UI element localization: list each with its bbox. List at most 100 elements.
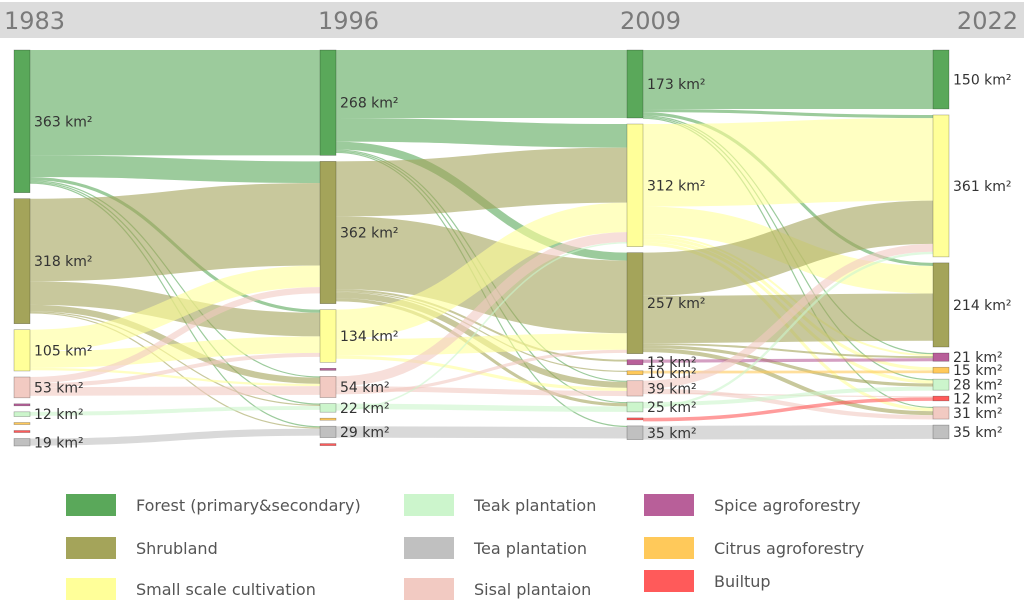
node-2009-forest — [626, 49, 644, 119]
node-value-label-2022-tea: 35 km² — [953, 425, 1003, 441]
legend-label-sisal: Sisal plantaion — [474, 580, 591, 599]
node-value-label-2022-builtup: 12 km² — [953, 392, 1003, 408]
flow-1983-shrub-to-shrub — [29, 182, 321, 282]
flow-2009-sisal-to-sisal — [642, 388, 934, 420]
flow-1996-small-to-small — [335, 202, 628, 340]
node-value-label-2022-teak: 28 km² — [953, 378, 1003, 394]
node-2022-sisal — [932, 406, 950, 420]
node-value-label-2009-teak: 25 km² — [647, 400, 697, 416]
flow-1996-teak-to-small — [335, 241, 628, 411]
flow-2009-sisal-to-small — [642, 243, 934, 389]
flow-2009-shrub-to-sisal — [642, 348, 934, 416]
node-1983-citrus — [13, 422, 31, 425]
flow-1996-small-to-shrub — [335, 333, 628, 356]
node-2022-spice — [932, 352, 950, 362]
node-value-label-1983-small: 105 km² — [34, 343, 93, 359]
node-2009-teak — [626, 401, 644, 413]
node-value-label-1983-shrub: 318 km² — [34, 254, 93, 270]
node-value-label-2022-forest: 150 km² — [953, 72, 1012, 88]
flow-1983-small-to-small — [29, 336, 321, 368]
flow-1996-teak-to-teak — [335, 403, 628, 412]
flow-1996-forest-to-small — [335, 118, 628, 148]
flow-links — [29, 49, 934, 446]
legend-label-builtup: Builtup — [714, 572, 771, 591]
legend-swatch-spice — [644, 494, 694, 516]
node-1996-shrub — [319, 161, 337, 304]
node-value-label-1996-forest: 268 km² — [340, 96, 399, 112]
year-header-labels: 1983 1996 2009 2022 — [4, 7, 1018, 35]
node-value-label-2009-spice: 13 km² — [647, 355, 697, 371]
node-2022-small — [932, 114, 950, 258]
legend-label-teak: Teak plantation — [473, 496, 596, 515]
flow-2009-shrub-to-small — [642, 200, 934, 296]
node-value-label-1996-tea: 29 km² — [340, 425, 390, 441]
flow-2009-tea-to-tea — [642, 425, 934, 440]
legend-swatch-sisal — [404, 578, 454, 600]
node-value-label-1996-teak: 22 km² — [340, 401, 390, 417]
node-value-label-1996-shrub: 362 km² — [340, 226, 399, 242]
year-label-2009: 2009 — [620, 7, 681, 35]
legend-label-shrub: Shrubland — [136, 539, 218, 558]
legend-swatch-teak — [404, 494, 454, 516]
legend-swatch-citrus — [644, 537, 694, 559]
legend-swatch-shrub — [66, 537, 116, 559]
year-header-band — [0, 2, 1024, 38]
node-1983-builtup — [13, 430, 31, 433]
flow-2009-spice-to-spice — [642, 358, 934, 363]
flow-2009-small-to-small — [642, 118, 934, 207]
year-nodes — [13, 49, 950, 447]
node-1996-tea — [319, 425, 337, 438]
node-2009-citrus — [626, 370, 644, 376]
node-1996-builtup — [319, 443, 337, 446]
flow-1996-sisal-to-sisal — [335, 386, 628, 397]
node-value-labels: 363 km² 318 km² 105 km² 53 km² 12 km² 19 km² 2… — [34, 72, 1012, 451]
node-1996-citrus — [319, 417, 337, 421]
legend-label-citrus: Citrus agroforestry — [714, 539, 864, 558]
node-value-label-2009-citrus: 10 km² — [647, 366, 697, 382]
node-value-label-2009-small: 312 km² — [647, 178, 706, 194]
node-2009-shrub — [626, 252, 644, 354]
node-1996-sisal — [319, 376, 337, 398]
legend-label-spice: Spice agroforestry — [714, 496, 861, 515]
flow-1996-sisal-to-shrub — [335, 349, 628, 395]
flow-2009-forest-to-small — [642, 108, 934, 119]
flow-1983-forest-to-shrub — [29, 155, 321, 183]
node-value-label-2022-small: 361 km² — [953, 179, 1012, 195]
flow-2009-teak-to-small — [642, 251, 934, 409]
node-1983-tea — [13, 438, 31, 447]
node-value-label-2022-sisal: 31 km² — [953, 406, 1003, 422]
node-value-label-2022-spice: 21 km² — [953, 350, 1003, 366]
node-1996-forest — [319, 49, 337, 156]
node-1983-small — [13, 329, 31, 372]
flow-1983-small-to-sisal — [29, 367, 321, 387]
flow-1983-teak-to-teak — [29, 405, 321, 416]
flow-1996-shrub-to-citrus — [335, 291, 628, 372]
legend-swatch-tea — [404, 537, 454, 559]
node-value-label-2009-forest: 173 km² — [647, 77, 706, 93]
node-value-label-2022-shrub: 214 km² — [953, 298, 1012, 314]
node-1983-forest — [13, 49, 31, 193]
node-2009-builtup — [626, 417, 644, 421]
node-1983-spice — [13, 403, 31, 407]
flow-2009-shrub-to-teak — [642, 345, 934, 387]
node-2022-teak — [932, 378, 950, 391]
node-value-label-2009-shrub: 257 km² — [647, 296, 706, 312]
node-2022-citrus — [932, 366, 950, 374]
flow-1983-small-to-shrub — [29, 265, 321, 352]
node-1996-small — [319, 309, 337, 363]
node-1983-sisal — [13, 376, 31, 399]
flow-1983-sisal-to-shrub — [29, 287, 321, 384]
flow-1983-sisal-to-sisal — [29, 386, 321, 396]
node-value-label-1983-sisal: 53 km² — [34, 380, 84, 396]
legend-swatch-forest — [66, 494, 116, 516]
year-label-1983: 1983 — [4, 7, 65, 35]
node-value-label-1983-teak: 12 km² — [34, 407, 84, 423]
node-2009-spice — [626, 359, 644, 366]
legend-label-small: Small scale cultivation — [136, 580, 316, 599]
node-2009-tea — [626, 425, 644, 440]
legend-label-tea: Tea plantation — [473, 539, 587, 558]
node-2022-forest — [932, 49, 950, 110]
node-value-label-2009-sisal: 39 km² — [647, 381, 697, 397]
flow-1983-sisal-to-small — [29, 352, 321, 388]
